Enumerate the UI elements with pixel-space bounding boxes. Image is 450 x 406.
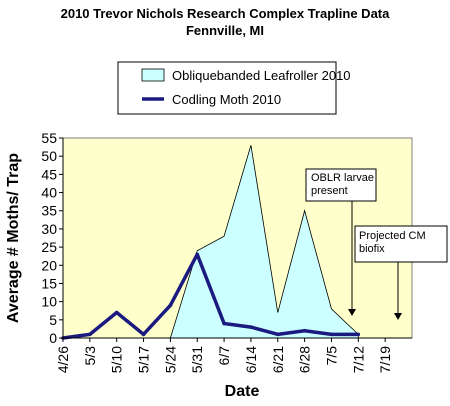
chart-subtitle: Fennville, MI [186, 23, 264, 38]
y-tick-label: 0 [49, 330, 57, 346]
y-tick-label: 55 [41, 130, 57, 146]
codling-moth-markers [61, 252, 361, 340]
oblr-area [169, 145, 359, 339]
x-axis-title: Date [225, 383, 260, 400]
codling-moth-point [141, 332, 146, 337]
y-tick-label: 5 [49, 312, 57, 328]
codling-moth-point [195, 252, 200, 257]
annotation-cm: Projected CM biofix [354, 225, 448, 320]
codling-moth-point [275, 332, 280, 337]
codling-moth-point [114, 310, 119, 315]
codling-moth-point [168, 303, 173, 308]
y-tick-label: 10 [41, 294, 57, 310]
annotation-cm-box [354, 225, 448, 263]
x-tick-label: 4/26 [55, 346, 71, 373]
x-tick-label: 5/31 [189, 346, 205, 373]
codling-moth-line [62, 252, 359, 340]
y-tick-label: 45 [41, 166, 57, 182]
legend-label-oblr: Obliquebanded Leafroller 2010 [172, 68, 351, 83]
y-tick-label: 20 [41, 257, 57, 273]
y-tick-group: 0 5 10 15 20 25 30 35 40 45 50 55 [41, 130, 63, 346]
annotation-oblr-arrowhead [348, 309, 356, 316]
x-tick-label: 6/21 [270, 346, 286, 373]
codling-moth-point [222, 321, 226, 326]
x-tick-label: 6/7 [216, 346, 232, 366]
legend-label-cm: Codling Moth 2010 [172, 92, 281, 107]
codling-moth-point [329, 332, 334, 337]
y-tick-label: 50 [41, 148, 57, 164]
x-tick-label: 5/24 [162, 346, 178, 373]
x-tick-label: 7/12 [350, 346, 366, 373]
y-tick-label: 15 [41, 275, 57, 291]
x-tick-label: 6/28 [297, 346, 313, 373]
y-tick-label: 30 [41, 221, 57, 237]
annotation-cm-arrowhead [394, 313, 402, 320]
y-tick-label: 35 [41, 203, 57, 219]
y-axis-title: Average # Moths/ Trap [5, 153, 22, 323]
y-tick-label: 25 [41, 239, 57, 255]
codling-moth-point [302, 328, 307, 333]
legend-swatch-oblr [141, 68, 165, 82]
codling-moth-point [88, 332, 92, 337]
x-tick-label: 7/5 [323, 346, 339, 366]
codling-moth-point [249, 325, 253, 329]
x-tick-label: 5/17 [136, 346, 152, 373]
chart-title: 2010 Trevor Nichols Research Complex Tra… [61, 6, 391, 21]
annotation-oblr-text: OBLR larvae present [311, 172, 374, 197]
y-tick-label: 40 [41, 185, 57, 201]
x-tick-label: 5/3 [82, 346, 98, 366]
codling-moth-point [356, 332, 361, 337]
x-tick-label: 6/14 [243, 346, 259, 373]
x-tick-label: 5/10 [109, 346, 125, 373]
annotation-cm-text: Projected CM biofix [359, 230, 426, 255]
annotation-oblr-box [305, 168, 377, 202]
legend: Obliquebanded Leafroller 2010 Codling Mo… [117, 61, 351, 115]
annotation-oblr: OBLR larvae present [305, 168, 377, 316]
x-tick-group: 4/26 5/3 5/10 5/17 5/24 5/31 6/7 6/14 6/21 6/28 7/… [55, 338, 393, 373]
x-tick-label: 7/19 [377, 346, 393, 373]
